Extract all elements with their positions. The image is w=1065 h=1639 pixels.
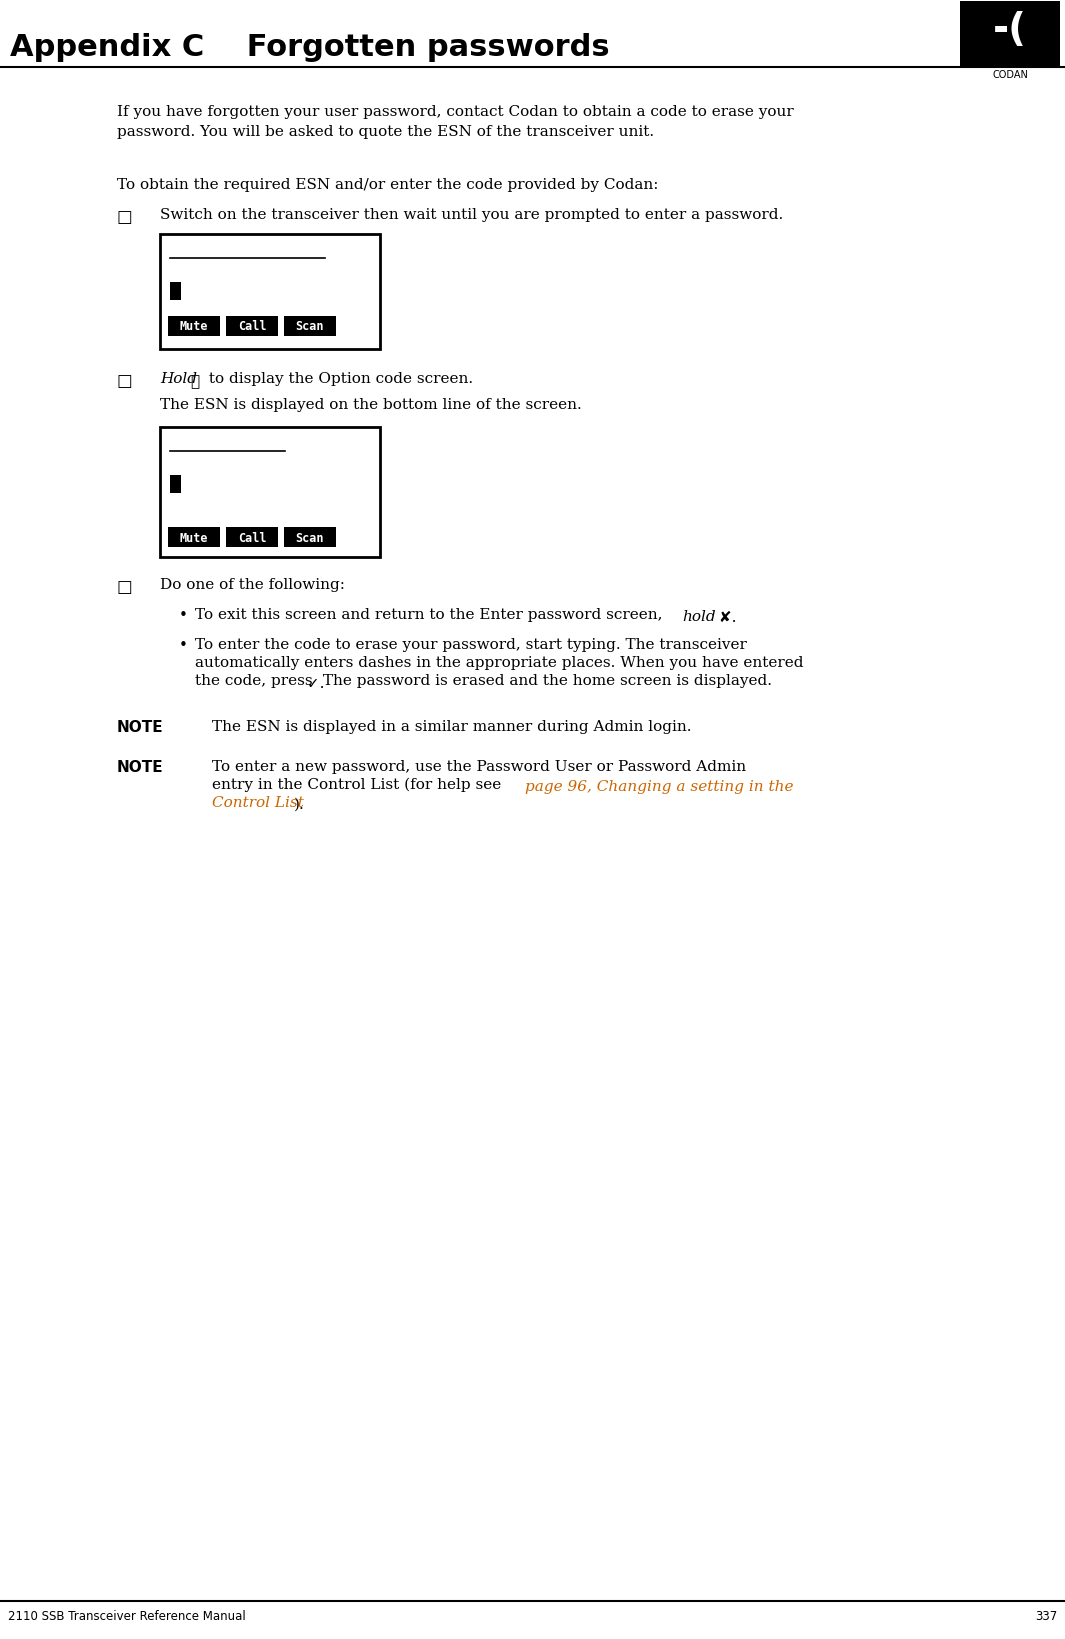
Text: to display the Option code screen.: to display the Option code screen. (204, 372, 473, 385)
Text: Control List: Control List (212, 795, 304, 810)
Text: •: • (179, 638, 187, 652)
Text: Appendix C    Forgotten passwords: Appendix C Forgotten passwords (10, 33, 609, 62)
Text: To enter a new password, use the Password User or Password Admin: To enter a new password, use the Passwor… (212, 759, 747, 774)
Text: □: □ (117, 372, 133, 390)
Text: Mute: Mute (180, 531, 209, 544)
Text: password. You will be asked to quote the ESN of the transceiver unit.: password. You will be asked to quote the… (117, 125, 654, 139)
Text: To enter the code to erase your password, start typing. The transceiver: To enter the code to erase your password… (195, 638, 747, 652)
Text: Do one of the following:: Do one of the following: (160, 577, 345, 592)
Text: To exit this screen and return to the Enter password screen,: To exit this screen and return to the En… (195, 608, 668, 621)
Bar (160, 428, 380, 557)
Bar (170, 284, 181, 302)
Text: Mute: Mute (180, 320, 209, 333)
Text: ✓.: ✓. (302, 675, 325, 690)
Text: Scan: Scan (296, 531, 324, 544)
Bar (226, 316, 278, 336)
Bar (168, 316, 220, 336)
Text: Hold: Hold (160, 372, 197, 385)
Text: The ESN is displayed in a similar manner during Admin login.: The ESN is displayed in a similar manner… (212, 720, 691, 734)
Text: 2110 SSB Transceiver Reference Manual: 2110 SSB Transceiver Reference Manual (9, 1609, 246, 1623)
Text: NOTE: NOTE (117, 759, 164, 775)
Text: The ESN is displayed on the bottom line of the screen.: The ESN is displayed on the bottom line … (160, 398, 581, 411)
Text: entry in the Control List (for help see: entry in the Control List (for help see (212, 777, 506, 792)
Bar (170, 475, 181, 493)
Text: ✘.: ✘. (714, 610, 737, 624)
Bar (226, 528, 278, 547)
Text: page 96, Changing a setting in the: page 96, Changing a setting in the (525, 780, 793, 793)
Text: Call: Call (237, 320, 266, 333)
Text: □: □ (117, 577, 133, 595)
Text: Enter password?: Enter password? (170, 247, 282, 261)
Bar (168, 528, 220, 547)
Text: If you have forgotten your user password, contact Codan to obtain a code to eras: If you have forgotten your user password… (117, 105, 793, 120)
Text: Scan: Scan (296, 320, 324, 333)
Text: Call: Call (237, 531, 266, 544)
Text: NOTE: NOTE (117, 720, 164, 734)
Text: ⌕: ⌕ (190, 374, 199, 388)
Bar (960, 2, 1060, 67)
Text: automatically enters dashes in the appropriate places. When you have entered: automatically enters dashes in the appro… (195, 656, 803, 670)
Bar (284, 528, 335, 547)
Text: -(: -( (993, 11, 1027, 49)
Text: Option code?: Option code? (170, 439, 260, 452)
Bar (284, 316, 335, 336)
Text: hold: hold (682, 610, 716, 623)
Text: •: • (179, 608, 187, 623)
Text: 0C-3A5D-440A-000: 0C-3A5D-440A-000 (170, 495, 290, 508)
Text: 337: 337 (1035, 1609, 1056, 1623)
Text: ).: ). (294, 798, 305, 811)
Text: Switch on the transceiver then wait until you are prompted to enter a password.: Switch on the transceiver then wait unti… (160, 208, 783, 221)
Text: the code, press: the code, press (195, 674, 313, 688)
Text: To obtain the required ESN and/or enter the code provided by Codan:: To obtain the required ESN and/or enter … (117, 179, 658, 192)
Text: □: □ (117, 208, 133, 226)
Text: CODAN: CODAN (993, 70, 1028, 80)
Text: The password is erased and the home screen is displayed.: The password is erased and the home scre… (318, 674, 772, 688)
Bar (160, 234, 380, 349)
